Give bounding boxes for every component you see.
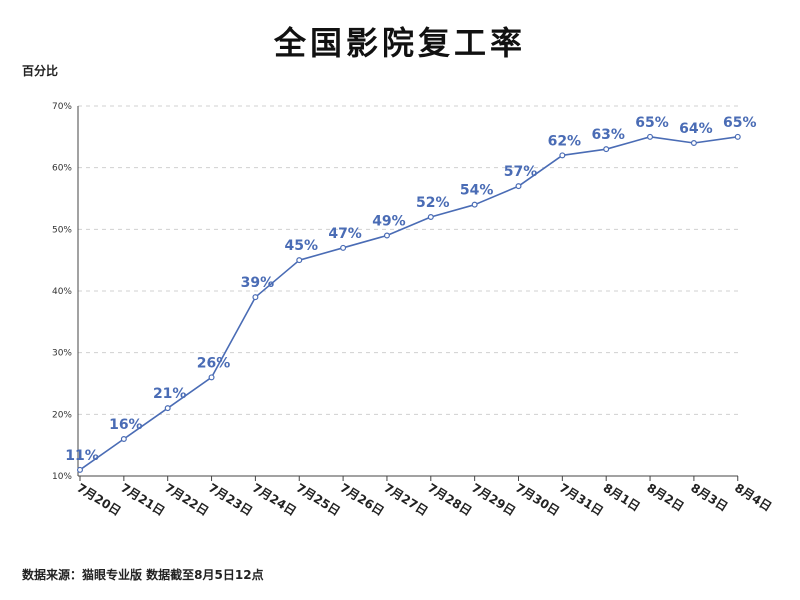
x-tick-label: 8月3日	[688, 481, 730, 514]
y-tick-label: 40%	[52, 287, 72, 297]
series-polyline	[79, 136, 738, 471]
data-point	[471, 201, 478, 208]
data-point	[340, 244, 347, 251]
data-point	[383, 232, 390, 239]
data-source-note: 数据来源：猫眼专业版 数据截至8月5日12点	[22, 568, 264, 582]
data-labels: 11% 16% 21% 26% 39% 45% 47% 49% 52% 54% 57% 62% 63% 6…	[65, 115, 756, 464]
x-tick-labels: 7月20日7月21日7月22日7月23日7月24日7月25日7月26日7月27日…	[74, 481, 774, 519]
axes	[77, 106, 739, 481]
data-point	[76, 466, 83, 473]
data-point	[252, 294, 259, 301]
data-label: 54%	[460, 183, 494, 199]
data-label: 16%	[109, 417, 143, 433]
data-point	[603, 146, 610, 153]
data-point	[208, 374, 215, 381]
data-point	[690, 140, 697, 147]
data-point	[734, 133, 741, 140]
x-tick-label: 7月26日	[338, 481, 387, 519]
y-tick-label: 10%	[52, 472, 72, 482]
data-label: 65%	[635, 115, 669, 131]
data-point	[164, 405, 171, 412]
y-axis-label: 百分比	[22, 64, 59, 78]
data-label: 64%	[679, 121, 713, 137]
x-tick-label: 8月1日	[601, 481, 643, 514]
data-point	[559, 152, 566, 159]
data-label: 47%	[328, 226, 362, 242]
data-label: 45%	[284, 238, 318, 254]
data-label: 26%	[197, 355, 231, 371]
chart-title: 全国影院复工率	[273, 24, 526, 62]
x-tick-label: 7月22日	[162, 481, 211, 519]
y-tick-label: 20%	[52, 410, 72, 420]
data-label: 49%	[372, 214, 406, 230]
data-label: 65%	[723, 115, 757, 131]
y-tick-label: 50%	[52, 225, 72, 235]
data-point	[515, 183, 522, 190]
x-tick-label: 7月21日	[118, 481, 167, 519]
y-tick-label: 70%	[52, 102, 72, 112]
y-tick-label: 30%	[52, 349, 72, 359]
x-tick-label: 7月27日	[381, 481, 430, 519]
data-label: 57%	[504, 164, 538, 180]
x-tick-label: 7月29日	[469, 481, 518, 519]
data-points	[76, 133, 741, 473]
y-tick-labels: 10% 20% 30% 40% 50% 60% 70%	[52, 102, 72, 482]
grid-lines	[78, 105, 738, 415]
x-tick-label: 7月20日	[74, 481, 123, 519]
x-tick-label: 8月4日	[732, 481, 774, 514]
data-label: 39%	[241, 275, 275, 291]
x-tick-label: 7月28日	[425, 481, 474, 519]
data-point	[296, 257, 303, 264]
data-point	[120, 436, 127, 443]
x-tick-label: 7月23日	[206, 481, 255, 519]
data-point	[647, 133, 654, 140]
x-tick-label: 7月30日	[513, 481, 562, 519]
x-tick-label: 7月31日	[557, 481, 606, 519]
data-label: 52%	[416, 195, 450, 211]
data-label: 21%	[153, 386, 187, 402]
data-point	[427, 214, 434, 221]
data-label: 11%	[65, 448, 99, 464]
data-label: 63%	[591, 127, 625, 143]
series-line	[79, 136, 738, 471]
x-tick-label: 7月24日	[250, 481, 299, 519]
y-tick-label: 60%	[52, 164, 72, 174]
x-tick-label: 8月2日	[644, 481, 686, 514]
data-label: 62%	[548, 133, 582, 149]
x-tick-label: 7月25日	[294, 481, 343, 519]
